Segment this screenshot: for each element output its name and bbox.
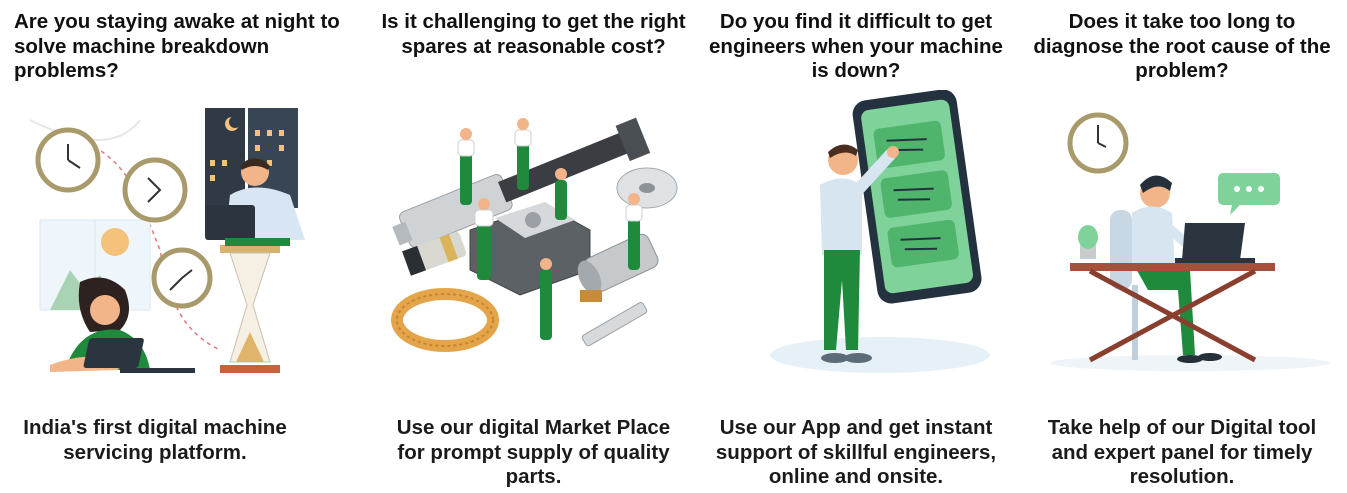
- spare-parts-illustration: [391, 117, 678, 352]
- mobile-app-illustration: [770, 90, 990, 373]
- card-diagnosis: Does it take too long to diagnose the ro…: [1015, 0, 1347, 493]
- night-work-illustration: [10, 100, 320, 390]
- card-mobile-app: Do you find it difficult to get engineer…: [695, 0, 1015, 493]
- card-question: Do you find it difficult to get engineer…: [709, 10, 1003, 82]
- clock-icon: [35, 127, 101, 193]
- card-question: Are you staying awake at night to solve …: [14, 10, 340, 82]
- card-answer: India's first digital machine servicing …: [23, 416, 287, 464]
- card-night-work: Are you staying awake at night to solve …: [0, 0, 370, 493]
- diagnosis-illustration: [1050, 112, 1330, 371]
- card-question: Is it challenging to get the right spare…: [381, 10, 686, 58]
- card-spare-parts: Is it challenging to get the right spare…: [370, 0, 695, 493]
- clock-icon: [1067, 112, 1129, 174]
- card-answer: Use our digital Market Place for prompt …: [396, 416, 671, 488]
- card-answer: Take help of our Digital tool and expert…: [1047, 416, 1317, 488]
- card-answer: Use our App and get instant support of s…: [715, 416, 997, 488]
- card-question: Does it take too long to diagnose the ro…: [1033, 10, 1331, 82]
